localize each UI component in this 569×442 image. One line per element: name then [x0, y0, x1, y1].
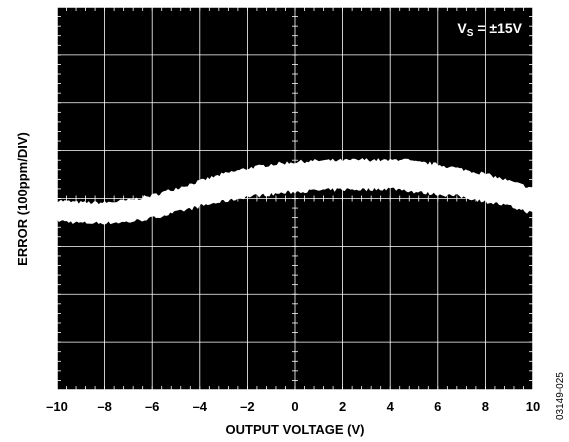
x-tick-labels: –10 –8 –6 –4 –2 0 2 4 6 8 10 — [46, 399, 540, 414]
x-tick-label: 8 — [482, 399, 489, 414]
minor-ticks — [56, 6, 534, 391]
x-axis-title: OUTPUT VOLTAGE (V) — [226, 422, 365, 437]
x-tick-label: 10 — [526, 399, 540, 414]
x-tick-label: 6 — [434, 399, 441, 414]
y-axis-title: ERROR (100ppm/DIV) — [15, 132, 30, 266]
annotation-main: V — [457, 20, 467, 36]
x-tick-label: 2 — [339, 399, 346, 414]
x-tick-label: –2 — [240, 399, 254, 414]
x-tick-label: –4 — [193, 399, 208, 414]
figure-id: 03149-025 — [555, 372, 566, 420]
x-tick-label: –8 — [97, 399, 111, 414]
supply-voltage-annotation: VS = ±15V — [457, 20, 522, 39]
x-tick-label: –10 — [46, 399, 68, 414]
x-tick-label: 0 — [291, 399, 298, 414]
x-tick-label: 4 — [387, 399, 395, 414]
x-tick-label: –6 — [145, 399, 159, 414]
annotation-subscript: S — [467, 28, 474, 39]
error-trace — [56, 158, 534, 225]
annotation-rest: = ±15V — [473, 20, 522, 36]
